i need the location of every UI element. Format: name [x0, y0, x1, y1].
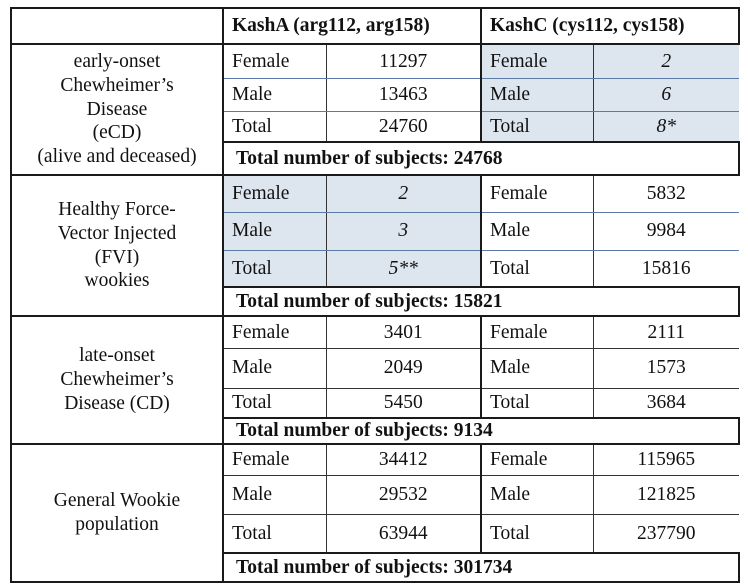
sex-label: Total	[223, 250, 327, 287]
table-row: Total 24760 Total 8*	[11, 111, 739, 142]
sex-label: Male	[223, 475, 327, 515]
value-cell: 2	[593, 44, 739, 79]
value-cell: 2	[326, 175, 481, 213]
sex-label: Female	[223, 175, 327, 213]
results-table: KashA (arg112, arg158) KashC (cys112, cy…	[10, 7, 740, 583]
value-cell: 5832	[593, 175, 739, 213]
table-row: General Wookie population Female 34412 F…	[10, 443, 739, 583]
sex-label: Female	[480, 316, 594, 349]
header-empty-cell	[10, 7, 224, 45]
value-cell: 3684	[646, 392, 686, 413]
total-row: Total number of subjects: 15821	[11, 286, 740, 317]
value-cell: 115965	[593, 444, 739, 476]
table-row: Male 29532 Male 121825	[11, 475, 739, 515]
value-cell: 15816	[641, 257, 691, 279]
sex-label: Male	[480, 78, 594, 112]
sex-label: Total	[480, 250, 594, 287]
sex-label: Total	[223, 388, 327, 418]
value-cell: 29532	[326, 475, 481, 515]
total-subjects: Total number of subjects: 9134	[222, 417, 740, 445]
value-cell: 24760	[378, 115, 428, 137]
header-row: KashA (arg112, arg158) KashC (cys112, cy…	[10, 7, 740, 45]
sex-label: Female	[223, 444, 327, 476]
sex-label: Male	[480, 212, 594, 251]
value-cell: 63944	[378, 522, 428, 544]
sex-label: Male	[223, 348, 327, 389]
sex-label: Female	[480, 44, 594, 79]
table-row: Healthy Force- Vector Injected (FVI) woo…	[10, 174, 739, 317]
value-cell: 1573	[593, 348, 739, 389]
sex-label: Female	[480, 175, 594, 213]
total-subjects: Total number of subjects: 301734	[222, 552, 740, 583]
table-row: Total 5450 Total 3684	[11, 388, 739, 418]
sex-label: Total	[480, 111, 594, 142]
sex-label: Male	[480, 475, 594, 515]
group-label-cd: late-onset Chewheimer’s Disease (CD)	[10, 315, 224, 445]
value-cell: 5**	[326, 250, 481, 287]
group-label-general: General Wookie population	[10, 443, 224, 583]
header-kasha: KashA (arg112, arg158)	[222, 7, 482, 45]
sex-label: Male	[480, 348, 594, 389]
total-subjects: Total number of subjects: 24768	[222, 141, 740, 176]
sex-label: Total	[223, 514, 327, 553]
value-cell: 9984	[593, 212, 739, 251]
value-cell: 121825	[593, 475, 739, 515]
value-cell: 2111	[593, 316, 739, 349]
total-row: Total number of subjects: 24768	[11, 141, 740, 176]
sex-label: Total	[223, 111, 327, 142]
group-label-ecd: early-onset Chewheimer’s Disease (eCD) (…	[10, 43, 224, 176]
total-row: Total number of subjects: 301734	[11, 552, 740, 583]
value-cell: 34412	[326, 444, 481, 476]
value-cell: 11297	[326, 44, 481, 79]
value-cell: 5450	[383, 392, 423, 413]
sex-label: Total	[480, 514, 594, 553]
group-label-fvi: Healthy Force- Vector Injected (FVI) woo…	[10, 174, 224, 317]
table-row: early-onset Chewheimer’s Disease (eCD) (…	[10, 43, 739, 176]
sex-label: Female	[223, 44, 327, 79]
table-row: Male 13463 Male 6	[11, 78, 739, 112]
value-cell: 6	[593, 78, 739, 112]
header-kashc: KashC (cys112, cys158)	[480, 7, 740, 45]
table-row: Total 63944 Total 237790	[11, 514, 739, 553]
total-subjects: Total number of subjects: 15821	[222, 286, 740, 317]
value-cell: 13463	[326, 78, 481, 112]
sex-label: Total	[480, 388, 594, 418]
table-row: Male 2049 Male 1573	[11, 348, 739, 389]
sex-label: Male	[223, 212, 327, 251]
table-row: Male 3 Male 9984	[11, 212, 739, 251]
sex-label: Male	[223, 78, 327, 112]
value-cell: 3401	[326, 316, 481, 349]
value-cell: 3	[326, 212, 481, 251]
value-cell: 237790	[637, 522, 696, 544]
value-cell: 2049	[326, 348, 481, 389]
table-row: late-onset Chewheimer’s Disease (CD) Fem…	[10, 315, 739, 445]
sex-label: Female	[223, 316, 327, 349]
total-row: Total number of subjects: 9134	[11, 417, 740, 445]
sex-label: Female	[480, 444, 594, 476]
value-cell: 8*	[593, 111, 739, 142]
table-row: Total 5** Total 15816	[11, 250, 739, 287]
